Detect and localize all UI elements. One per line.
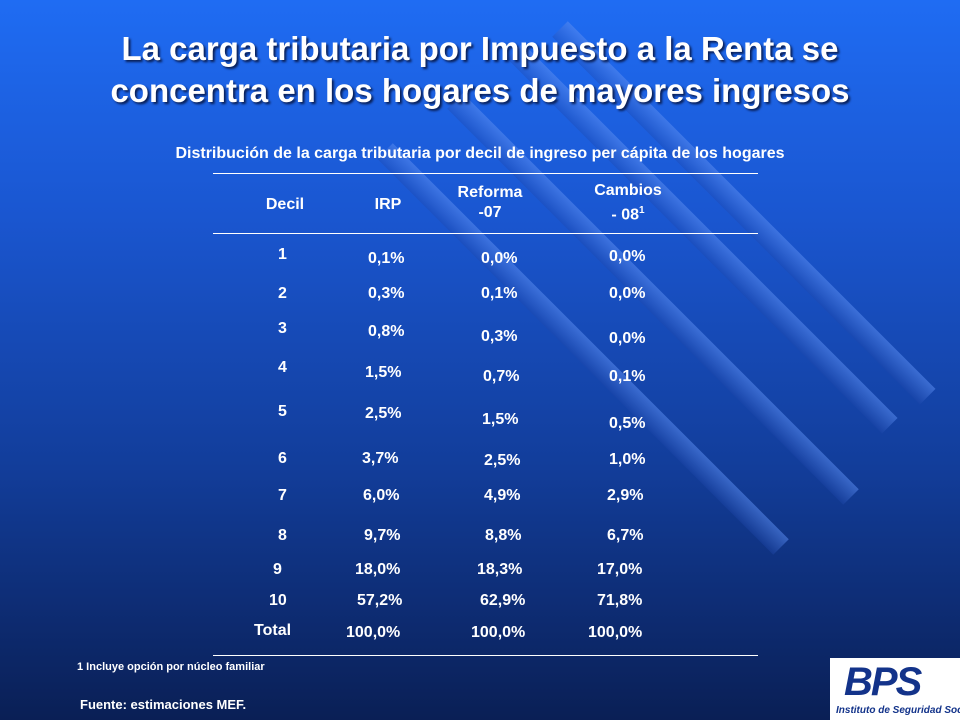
cell-irp: 0,8% [368, 323, 405, 340]
cell-total-label: Total [254, 622, 292, 639]
footnote: 1 Incluye opción por núcleo familiar [77, 661, 265, 673]
cell-cambios: 0,0% [609, 330, 646, 347]
cell-irp: 6,0% [363, 487, 400, 504]
header-cambios-line-1: Cambios [594, 182, 662, 199]
cell-irp: 0,1% [368, 250, 405, 267]
cell-reforma: 2,5% [484, 452, 521, 469]
cell-total-cambios: 100,0% [588, 624, 643, 641]
cell-irp: 9,7% [364, 527, 401, 544]
table-top-rule [213, 173, 758, 174]
source-note: Fuente: estimaciones MEF. [80, 697, 247, 712]
header-reforma: Reforma -07 [445, 183, 535, 223]
cell-decil: 1 [278, 246, 287, 263]
cell-reforma: 8,8% [485, 527, 522, 544]
cell-total-irp: 100,0% [346, 624, 401, 641]
cell-irp: 2,5% [365, 405, 402, 422]
header-decil: Decil [265, 196, 305, 213]
table-caption: Distribución de la carga tributaria por … [175, 145, 785, 162]
cell-decil: 9 [273, 561, 282, 578]
cell-cambios: 17,0% [597, 561, 643, 578]
cell-cambios: 71,8% [597, 592, 643, 609]
cell-cambios: 0,5% [609, 415, 646, 432]
cell-cambios: 0,0% [609, 285, 646, 302]
cell-irp: 0,3% [368, 285, 405, 302]
cell-decil: 8 [278, 527, 287, 544]
cell-irp: 3,7% [362, 450, 399, 467]
cell-irp: 18,0% [355, 561, 401, 578]
cell-total-reforma: 100,0% [471, 624, 526, 641]
cell-cambios: 2,9% [607, 487, 644, 504]
slide-title-line-1: La carga tributaria por Impuesto a la Re… [121, 30, 839, 67]
slide-title: La carga tributaria por Impuesto a la Re… [0, 28, 960, 112]
cell-reforma: 0,3% [481, 328, 518, 345]
cell-decil: 3 [278, 320, 287, 337]
header-cambios: Cambios - 081 [578, 181, 678, 225]
header-cambios-line-2: - 081 [578, 201, 678, 225]
cell-cambios: 0,0% [609, 248, 646, 265]
slide-title-line-2: concentra en los hogares de mayores ingr… [110, 72, 850, 109]
cell-reforma: 62,9% [480, 592, 526, 609]
header-cambios-year: - 08 [611, 206, 639, 224]
header-irp: IRP [374, 196, 402, 213]
table-header-rule [213, 233, 758, 234]
cell-decil: 10 [269, 592, 287, 609]
cell-decil: 5 [278, 403, 287, 420]
cell-reforma: 4,9% [484, 487, 521, 504]
cell-irp: 1,5% [365, 364, 402, 381]
cell-reforma: 0,7% [483, 368, 520, 385]
bps-logo-subtitle: Instituto de Seguridad Social [836, 705, 960, 716]
table-bottom-rule [213, 655, 758, 656]
cell-decil: 2 [278, 285, 287, 302]
footnote-marker: 1 [639, 205, 645, 216]
cell-reforma: 18,3% [477, 561, 523, 578]
cell-cambios: 1,0% [609, 451, 646, 468]
bps-logo: BPS Instituto de Seguridad Social [830, 658, 960, 720]
header-reforma-line-1: Reforma [457, 184, 523, 201]
cell-decil: 7 [278, 487, 287, 504]
cell-decil: 4 [278, 359, 287, 376]
header-reforma-line-2: -07 [478, 204, 502, 221]
cell-reforma: 0,1% [481, 285, 518, 302]
cell-reforma: 0,0% [481, 250, 518, 267]
cell-cambios: 0,1% [609, 368, 646, 385]
cell-cambios: 6,7% [607, 527, 644, 544]
cell-decil: 6 [278, 450, 287, 467]
bps-logo-text: BPS [844, 660, 922, 704]
cell-irp: 57,2% [357, 592, 403, 609]
cell-reforma: 1,5% [482, 411, 519, 428]
